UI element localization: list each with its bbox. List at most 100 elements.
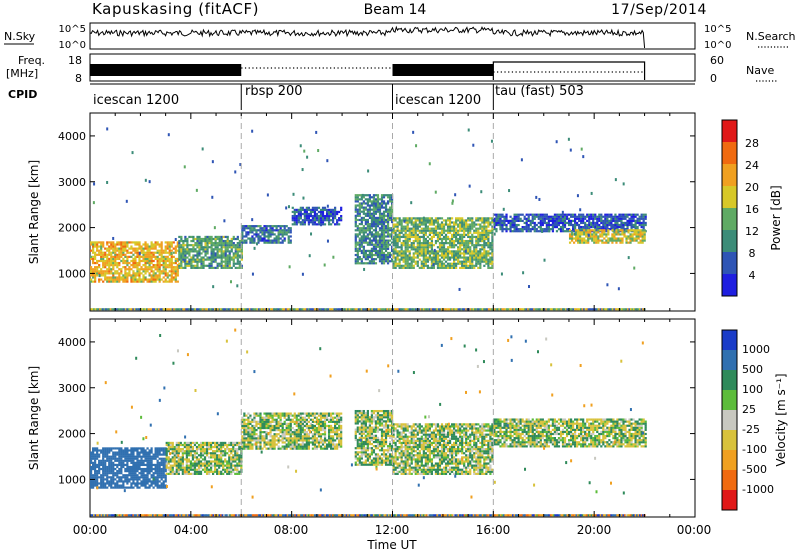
power-cell [461, 248, 464, 251]
velocity-cell [134, 455, 137, 458]
power-cell [378, 256, 382, 259]
power-cell [577, 235, 580, 238]
power-cell [485, 242, 488, 245]
power-cell [396, 223, 399, 226]
power-cell [607, 237, 610, 240]
power-cell [386, 210, 390, 213]
power-cell [484, 308, 487, 311]
power-cell [396, 256, 399, 259]
velocity-cell [165, 462, 168, 465]
power-cell [194, 242, 197, 245]
velocity-cell [146, 476, 149, 479]
power-cell [368, 243, 372, 246]
power-cell [450, 266, 454, 269]
power-cell [184, 262, 187, 265]
power-cell [194, 260, 197, 263]
power-cell [465, 262, 468, 265]
power-cell [469, 254, 472, 257]
velocity-cell [104, 453, 107, 456]
power-cell [463, 256, 466, 259]
velocity-cell [94, 449, 97, 452]
power-cell [253, 227, 256, 230]
power-cell [307, 223, 310, 226]
power-cell [138, 261, 141, 265]
power-cell [196, 260, 199, 263]
power-cell [102, 253, 105, 256]
power-cell [234, 244, 237, 247]
power-cell [132, 257, 135, 261]
power-cell [370, 251, 374, 255]
power-cell [453, 264, 456, 267]
power-cell [361, 193, 364, 197]
power-cell [509, 215, 512, 218]
power-cell [307, 217, 310, 220]
power-cell [434, 221, 438, 224]
power-cell [555, 230, 559, 233]
power-cell [539, 215, 542, 218]
power-cell [216, 250, 219, 253]
power-cell [210, 258, 213, 261]
power-cell [236, 284, 239, 288]
velocity-cell [160, 474, 163, 477]
velocity-cell [102, 467, 105, 471]
velocity-cell [132, 465, 135, 469]
velocity-cell [173, 454, 176, 457]
power-cell [424, 258, 427, 261]
power-cell [188, 264, 191, 267]
power-cell [293, 221, 296, 224]
power-cell [380, 237, 384, 240]
power-cell [432, 235, 436, 239]
power-cell [183, 165, 186, 169]
power-cell [535, 195, 538, 199]
power-cell [186, 244, 189, 247]
power-cell [154, 268, 157, 271]
velocity-cell [114, 453, 117, 456]
power-cell [455, 262, 458, 265]
velocity-cell [152, 455, 155, 458]
power-cell [336, 308, 339, 311]
velocity-cell [140, 451, 143, 454]
power-cell [412, 221, 415, 224]
velocity-cell [106, 449, 109, 452]
power-cell [438, 235, 442, 239]
power-cell [295, 219, 298, 222]
power-cell [311, 217, 315, 220]
power-cell [430, 248, 434, 251]
power-cell [166, 264, 169, 267]
power-cell [539, 225, 542, 229]
power-cell [531, 215, 534, 218]
power-cell [354, 200, 357, 203]
power-cell [406, 254, 409, 257]
power-cell [628, 217, 631, 220]
power-cell [553, 215, 557, 218]
power-cell [479, 233, 482, 236]
power-cell [226, 256, 229, 259]
power-cell [415, 144, 418, 148]
power-cell [469, 308, 472, 311]
power-cell [595, 308, 598, 311]
power-cell [368, 227, 372, 230]
power-cell [430, 260, 434, 263]
power-cell [374, 218, 378, 222]
power-cell [420, 229, 423, 232]
velocity-cell [156, 463, 159, 467]
power-cell [281, 229, 284, 232]
velocity-cell [132, 480, 135, 483]
power-cell [184, 252, 187, 255]
power-cell [216, 262, 219, 265]
power-cell [396, 233, 399, 236]
velocity-cell [106, 478, 109, 481]
power-cell [547, 223, 550, 227]
power-cell [374, 308, 377, 311]
velocity-cell [96, 453, 99, 456]
power-cell [601, 239, 604, 242]
power-cell [418, 221, 421, 224]
velocity-cell [156, 447, 159, 450]
power-cell [386, 194, 390, 197]
power-cell [358, 202, 361, 205]
velocity-cell [144, 453, 147, 456]
power-cell [120, 272, 123, 275]
power-cell [444, 237, 448, 241]
power-cell [477, 260, 480, 263]
power-cell [362, 231, 365, 234]
